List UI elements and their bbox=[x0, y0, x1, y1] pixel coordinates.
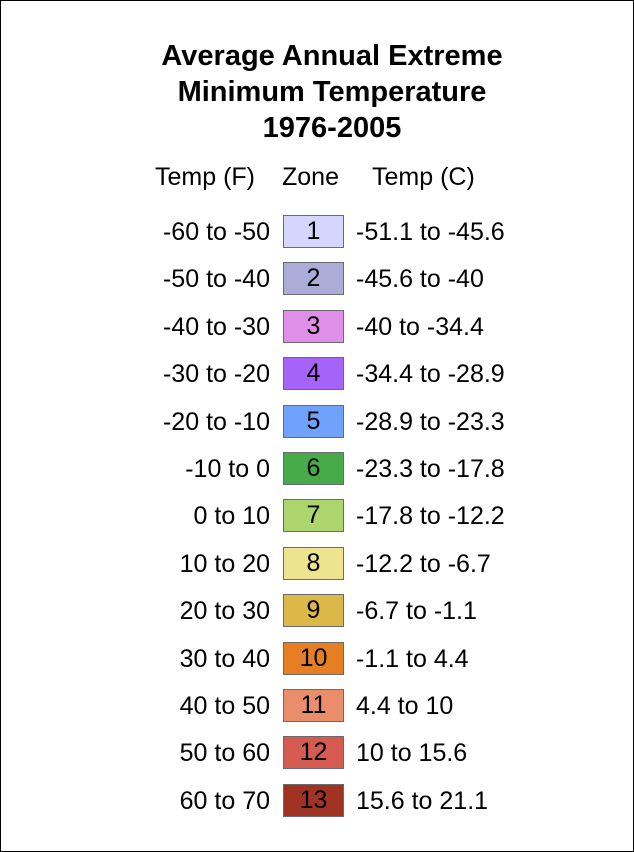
temp-f-range: -30 to -20 bbox=[162, 360, 270, 389]
zone-swatch: 11 bbox=[283, 689, 344, 722]
temp-f-range: 50 to 60 bbox=[179, 739, 270, 768]
zone-row: 20 to 30 9 -6.7 to -1.1 bbox=[0, 594, 634, 628]
zone-swatch: 9 bbox=[283, 594, 344, 628]
temp-c-range: -6.7 to -1.1 bbox=[356, 597, 477, 626]
temp-f-range: -60 to -50 bbox=[162, 218, 270, 246]
temp-f-range: -20 to -10 bbox=[162, 407, 270, 436]
zone-row: 0 to 10 7 -17.8 to -12.2 bbox=[0, 499, 634, 533]
zone-number: 7 bbox=[306, 501, 321, 530]
zone-swatch: 7 bbox=[283, 499, 344, 533]
zone-number: 3 bbox=[306, 311, 321, 340]
zone-swatch: 8 bbox=[283, 546, 344, 580]
temp-f-range: -10 to 0 bbox=[185, 455, 270, 483]
temp-f-range: 10 to 20 bbox=[179, 549, 270, 578]
temp-f-range: 60 to 70 bbox=[179, 786, 270, 815]
temp-f-range: -50 to -40 bbox=[162, 265, 270, 294]
zone-swatch: 4 bbox=[283, 357, 344, 391]
zone-swatch: 1 bbox=[283, 215, 344, 248]
zone-row: -60 to -50 1 -51.1 to -45.6 bbox=[0, 215, 634, 249]
zone-number: 5 bbox=[306, 406, 321, 435]
zone-swatch: 3 bbox=[283, 309, 344, 343]
zone-number: 12 bbox=[299, 738, 328, 767]
title-line-2: Minimum Temperature bbox=[177, 76, 487, 108]
temp-f-range: 30 to 40 bbox=[179, 644, 270, 673]
zone-swatch: 6 bbox=[283, 452, 344, 485]
header-temp-f: Temp (F) bbox=[155, 163, 255, 191]
temp-c-range: 10 to 15.6 bbox=[356, 739, 468, 768]
temp-f-range: 0 to 10 bbox=[193, 502, 270, 531]
zone-row: -40 to -30 3 -40 to -34.4 bbox=[0, 309, 634, 344]
zone-number: 11 bbox=[300, 691, 327, 719]
zone-row: 10 to 20 8 -12.2 to -6.7 bbox=[0, 546, 634, 581]
zone-number: 10 bbox=[299, 643, 328, 672]
zone-row: 50 to 60 12 10 to 15.6 bbox=[0, 736, 634, 770]
zone-swatch: 12 bbox=[283, 736, 344, 770]
temp-f-range: 20 to 30 bbox=[179, 597, 270, 626]
zone-swatch: 13 bbox=[283, 783, 344, 817]
zone-number: 6 bbox=[306, 454, 321, 482]
zone-row: 30 to 40 10 -1.1 to 4.4 bbox=[0, 641, 634, 676]
zone-number: 4 bbox=[306, 359, 321, 388]
temp-c-range: -12.2 to -6.7 bbox=[356, 549, 491, 578]
temp-c-range: 15.6 to 21.1 bbox=[356, 786, 489, 815]
temp-c-range: -40 to -34.4 bbox=[356, 312, 484, 341]
zone-row: 60 to 70 13 15.6 to 21.1 bbox=[0, 783, 634, 818]
temp-c-range: -23.3 to -17.8 bbox=[356, 455, 505, 483]
zone-row: -30 to -20 4 -34.4 to -28.9 bbox=[0, 357, 634, 391]
zone-number: 13 bbox=[299, 785, 328, 814]
temp-c-range: -28.9 to -23.3 bbox=[356, 407, 505, 436]
header-temp-c: Temp (C) bbox=[372, 163, 475, 191]
zone-number: 2 bbox=[306, 264, 321, 293]
temp-f-range: 40 to 50 bbox=[179, 692, 270, 720]
zone-swatch: 2 bbox=[283, 262, 344, 296]
zone-row: -10 to 0 6 -23.3 to -17.8 bbox=[0, 452, 634, 486]
zone-swatch: 10 bbox=[283, 641, 344, 675]
zone-swatch: 5 bbox=[283, 404, 344, 438]
title-line-3: 1976-2005 bbox=[262, 112, 402, 144]
zone-row: 40 to 50 11 4.4 to 10 bbox=[0, 689, 634, 723]
temp-f-range: -40 to -30 bbox=[162, 312, 270, 341]
temp-c-range: -34.4 to -28.9 bbox=[356, 360, 505, 389]
zone-number: 8 bbox=[306, 548, 321, 577]
legend-title: Average Annual Extreme Minimum Temperatu… bbox=[0, 38, 634, 146]
zone-row: -20 to -10 5 -28.9 to -23.3 bbox=[0, 404, 634, 439]
temp-c-range: -51.1 to -45.6 bbox=[356, 218, 505, 246]
zone-number: 1 bbox=[306, 217, 321, 245]
title-line-1: Average Annual Extreme bbox=[161, 40, 503, 72]
temp-c-range: -45.6 to -40 bbox=[356, 265, 484, 294]
header-zone: Zone bbox=[282, 163, 339, 191]
zone-number: 9 bbox=[306, 596, 321, 625]
temp-c-range: -1.1 to 4.4 bbox=[356, 644, 469, 673]
temp-c-range: -17.8 to -12.2 bbox=[356, 502, 505, 531]
zone-row: -50 to -40 2 -45.6 to -40 bbox=[0, 262, 634, 296]
temp-c-range: 4.4 to 10 bbox=[356, 692, 454, 720]
